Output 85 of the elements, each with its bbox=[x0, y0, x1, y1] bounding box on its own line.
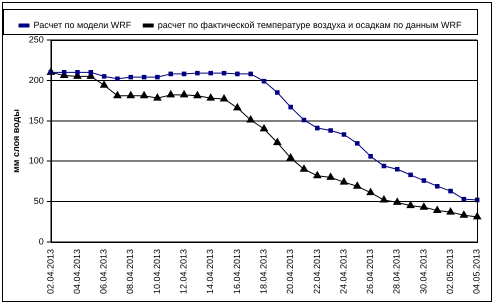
x-tick-label: 08.04.2013 bbox=[125, 248, 136, 294]
point bbox=[342, 132, 346, 137]
x-tick-label: 02.05.2013 bbox=[445, 248, 456, 294]
legend-label: Расчет по модели WRF bbox=[34, 20, 132, 30]
point bbox=[446, 208, 455, 215]
point bbox=[462, 196, 466, 202]
point bbox=[193, 91, 202, 98]
point bbox=[288, 104, 293, 110]
point bbox=[366, 188, 375, 196]
point bbox=[206, 94, 215, 101]
x-tick-label: 24.04.2013 bbox=[338, 248, 348, 294]
point bbox=[382, 164, 386, 168]
point bbox=[113, 91, 122, 98]
y-tick-label: 100 bbox=[28, 156, 44, 166]
point bbox=[313, 171, 322, 178]
point bbox=[275, 90, 280, 95]
x-tick-label: 30.04.2013 bbox=[418, 248, 428, 294]
point bbox=[355, 141, 360, 146]
point bbox=[394, 166, 400, 172]
y-tick-label: 200 bbox=[28, 74, 44, 85]
point bbox=[434, 184, 440, 188]
point bbox=[328, 128, 333, 133]
point bbox=[408, 172, 413, 178]
y-tick-label: 0 bbox=[38, 236, 44, 246]
x-tick-label: 10.04.2013 bbox=[152, 248, 162, 294]
x-tick-label: 22.04.2013 bbox=[312, 248, 322, 294]
point bbox=[115, 76, 120, 82]
y-tick-label: 50 bbox=[34, 196, 44, 206]
point bbox=[195, 70, 200, 76]
point bbox=[208, 70, 213, 76]
point bbox=[246, 115, 255, 122]
x-tick-label: 02.04.2013 bbox=[45, 248, 56, 294]
x-tick-label: 04.05.2013 bbox=[472, 248, 482, 294]
point bbox=[260, 124, 268, 132]
point bbox=[62, 70, 66, 75]
point bbox=[368, 154, 373, 159]
point bbox=[220, 94, 228, 102]
point bbox=[166, 90, 175, 98]
point bbox=[262, 78, 266, 84]
point bbox=[128, 74, 134, 80]
y-tick-label: 150 bbox=[28, 115, 44, 126]
point bbox=[88, 70, 94, 75]
point bbox=[235, 72, 240, 76]
point bbox=[222, 70, 226, 76]
point bbox=[182, 72, 186, 76]
point bbox=[102, 74, 106, 79]
point bbox=[75, 70, 80, 75]
x-tick-label: 04.04.2013 bbox=[72, 248, 82, 294]
point bbox=[326, 172, 335, 180]
point bbox=[233, 103, 242, 110]
x-tick-label: 12.04.2013 bbox=[178, 248, 189, 294]
point bbox=[273, 138, 282, 146]
point bbox=[380, 195, 388, 202]
point bbox=[153, 94, 162, 101]
point bbox=[406, 201, 415, 208]
point bbox=[180, 90, 188, 98]
point bbox=[433, 206, 442, 213]
x-tick-label: 06.04.2013 bbox=[98, 248, 109, 294]
x-tick-label: 28.04.2013 bbox=[392, 248, 402, 294]
point bbox=[155, 74, 160, 80]
point bbox=[353, 182, 362, 189]
x-tick-label: 20.04.2013 bbox=[285, 248, 296, 294]
point bbox=[315, 126, 320, 130]
point bbox=[142, 74, 146, 80]
point bbox=[302, 118, 306, 122]
legend-label: расчет по фактической температуре воздуха и осадкам по данным WRF bbox=[158, 20, 462, 30]
point bbox=[286, 153, 295, 160]
point bbox=[460, 210, 468, 218]
y-tick-label: 250 bbox=[28, 34, 44, 44]
point bbox=[248, 72, 253, 76]
x-tick-label: 26.04.2013 bbox=[365, 248, 376, 294]
point bbox=[140, 91, 148, 98]
point bbox=[420, 202, 428, 210]
point bbox=[126, 91, 135, 98]
point bbox=[340, 178, 348, 185]
point bbox=[393, 198, 402, 205]
x-tick-label: 14.04.2013 bbox=[205, 248, 216, 294]
point bbox=[448, 188, 453, 194]
x-tick-label: 18.04.2013 bbox=[258, 248, 268, 294]
point bbox=[168, 72, 174, 76]
point bbox=[100, 80, 108, 88]
point bbox=[300, 164, 308, 172]
y-axis-title: мм слоя воды bbox=[10, 108, 21, 173]
x-tick-label: 16.04.2013 bbox=[232, 248, 242, 294]
point bbox=[422, 178, 426, 183]
